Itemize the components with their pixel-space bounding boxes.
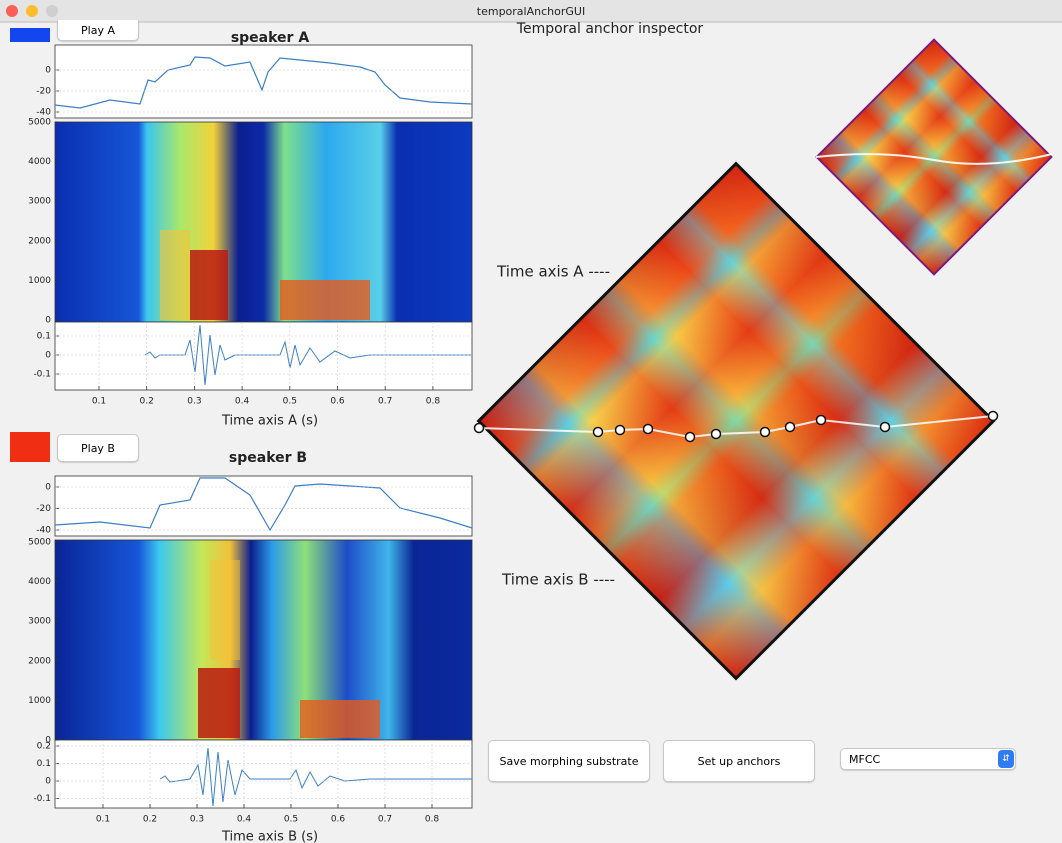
x-tick-label: 0.3 [190, 815, 204, 825]
anchor[interactable] [712, 430, 721, 439]
power-axes-a [55, 45, 472, 118]
x-tick-label: 0.8 [426, 397, 441, 407]
x-tick-label: 0.3 [187, 397, 201, 407]
small-distance-matrix [817, 40, 1052, 275]
y-tick-label: -40 [36, 526, 51, 536]
anchor[interactable] [786, 423, 795, 432]
inspector-title: Temporal anchor inspector [516, 21, 704, 37]
y-tick-label: 5000 [28, 118, 51, 128]
anchor[interactable] [475, 424, 484, 433]
play-b-button[interactable]: Play B [57, 434, 139, 462]
y-tick-label: 3000 [28, 617, 51, 627]
y-tick-label: 0 [45, 483, 51, 493]
y-tick-label: -0.1 [33, 794, 51, 804]
formant-a3 [160, 230, 190, 320]
save-button[interactable]: Save morphing substrate [488, 740, 650, 782]
x-tick-label: 0.6 [331, 815, 346, 825]
x-tick-label: 0.1 [92, 397, 106, 407]
spectrogram-b [55, 540, 472, 740]
x-tick-label: 0.7 [378, 815, 392, 825]
waveform-axes-b [55, 740, 472, 808]
anchor[interactable] [686, 433, 695, 442]
speaker-a-swatch [10, 28, 50, 42]
y-tick-label: 2000 [28, 656, 51, 666]
anchor[interactable] [594, 428, 603, 437]
formant-b3 [210, 560, 240, 660]
anchor[interactable] [761, 428, 770, 437]
axis-b-label: Time axis B ---- [501, 571, 615, 589]
y-tick-label: 0.1 [37, 332, 51, 342]
anchor[interactable] [644, 425, 653, 434]
window-title: temporalAnchorGUI [477, 5, 585, 18]
x-tick-label: 0.6 [330, 397, 345, 407]
feature-select-value: MFCC [849, 753, 880, 766]
close-button[interactable] [6, 5, 18, 17]
formant-b2 [300, 700, 380, 738]
anchors-button[interactable]: Set up anchors [663, 740, 815, 782]
y-tick-label: 2000 [28, 236, 51, 246]
speaker-b-swatch [10, 432, 50, 462]
y-tick-label: 0.1 [37, 759, 51, 769]
speaker-a-title: speaker A [231, 30, 310, 46]
y-tick-label: 0 [45, 316, 51, 326]
y-tick-label: -20 [36, 87, 51, 97]
x-tick-label: 0.5 [284, 815, 298, 825]
axis-a-label: Time axis A ---- [496, 263, 610, 281]
formant-b1 [198, 668, 240, 738]
formant-a1 [190, 250, 228, 320]
y-tick-label: 4000 [28, 577, 51, 587]
y-tick-label: 1000 [28, 276, 51, 286]
y-tick-label: 1000 [28, 696, 51, 706]
app-window: temporalAnchorGUI speaker A Time axis A … [0, 0, 1062, 843]
minimize-button[interactable] [26, 5, 38, 17]
x-tick-label: 0.5 [283, 397, 297, 407]
feature-select[interactable]: MFCC ⇵ [840, 748, 1016, 770]
y-tick-label: 0.2 [37, 742, 51, 752]
x-axis-label-b: Time axis B (s) [221, 830, 318, 843]
y-tick-label: 0 [45, 351, 51, 361]
play-a-button[interactable]: Play A [57, 20, 139, 41]
y-tick-label: -20 [36, 504, 51, 514]
y-tick-label: 4000 [28, 157, 51, 167]
x-tick-label: 0.4 [237, 815, 252, 825]
anchor[interactable] [989, 412, 998, 421]
x-tick-label: 0.4 [235, 397, 250, 407]
y-tick-label: 3000 [28, 197, 51, 207]
zoom-button[interactable] [46, 5, 58, 17]
select-arrow[interactable]: ⇵ [998, 750, 1014, 768]
spectrogram-a [55, 122, 472, 322]
anchor[interactable] [881, 423, 890, 432]
x-tick-label: 0.7 [378, 397, 392, 407]
x-tick-label: 0.8 [425, 815, 440, 825]
formant-a2 [280, 280, 370, 320]
y-tick-label: 0 [45, 66, 51, 76]
speaker-b-title: speaker B [229, 450, 307, 466]
waveform-axes-a [55, 322, 472, 390]
anchor[interactable] [616, 426, 625, 435]
x-tick-label: 0.2 [143, 815, 157, 825]
x-tick-label: 0.1 [96, 815, 110, 825]
y-tick-label: -40 [36, 108, 51, 118]
power-axes-b [55, 476, 472, 536]
gui-canvas: temporalAnchorGUI speaker A Time axis A … [0, 0, 1062, 843]
anchor[interactable] [817, 416, 826, 425]
x-tick-label: 0.2 [140, 397, 154, 407]
y-tick-label: -0.1 [33, 370, 51, 380]
y-tick-label: 0 [45, 777, 51, 787]
y-tick-label: 5000 [28, 538, 51, 548]
x-axis-label-a: Time axis A (s) [221, 414, 318, 429]
